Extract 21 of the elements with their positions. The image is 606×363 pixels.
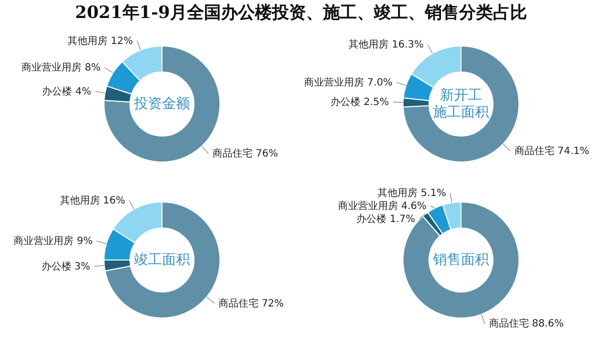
slice-label: 其他用房 5.1% [378, 186, 446, 199]
text: 投资金额 [133, 96, 190, 112]
text: 2021年1-9月全国办公楼投资、施工、竣工、销售分类占比 [74, 3, 528, 23]
slice-label: 商业营业用房 8% [22, 62, 101, 74]
text: 竣工面积 [134, 252, 190, 268]
slice-label: 商品住宅 72% [218, 297, 284, 310]
slice-label: 商业营业用房 4.6% [338, 200, 427, 212]
text: 销售面积 [432, 252, 489, 268]
slice-label: 其他用房 12% [68, 34, 133, 47]
slice-label: 其他用房 16.3% [348, 38, 424, 51]
slice-label: 商品住宅 76% [212, 148, 278, 160]
slice-label: 办公楼 3% [41, 260, 90, 272]
slice-label: 商业营业用房 7.0% [304, 76, 393, 88]
slice-label: 办公楼 1.7% [356, 212, 416, 225]
slice-label: 办公楼 4% [42, 85, 92, 98]
slice-label: 商品住宅 88.6% [488, 318, 564, 330]
slice-label: 商业营业用房 9% [14, 235, 93, 248]
slice-label: 其他用房 16% [60, 194, 126, 206]
slice-label: 办公楼 2.5% [330, 96, 390, 108]
slice-label: 商品住宅 74.1% [514, 144, 590, 157]
text: 新开工施工面积 [433, 88, 489, 120]
